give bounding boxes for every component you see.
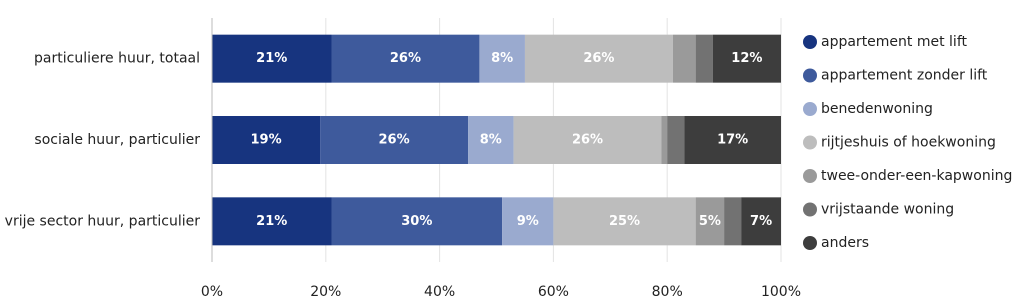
legend-label: twee-onder-een-kapwoning: [821, 168, 1012, 184]
bar-segment: [212, 116, 321, 164]
bar-segment: [212, 197, 332, 246]
data-label: 21%: [256, 51, 287, 66]
bar-segment: [524, 34, 673, 83]
legend-label: anders: [821, 235, 869, 251]
bar-segment: [331, 197, 503, 246]
legend-marker: [803, 102, 817, 116]
bar-segment: [684, 116, 781, 164]
x-tick-label: 20%: [310, 284, 341, 300]
bar-segment: [667, 116, 685, 164]
legend-marker: [803, 68, 817, 83]
bar-segment: [468, 116, 514, 164]
bar-segment: [661, 116, 668, 164]
bar-segment: [513, 116, 662, 164]
x-tick-label: 40%: [424, 284, 455, 300]
legend-label: rijtjeshuis of hoekwoning: [821, 135, 996, 151]
bar-segment: [712, 34, 781, 83]
data-label: 7%: [750, 214, 772, 229]
bar-segment: [502, 197, 554, 246]
bar-segment: [479, 34, 525, 83]
data-label: 25%: [609, 214, 640, 229]
data-label: 19%: [250, 133, 281, 148]
data-label: 26%: [583, 51, 614, 66]
bar-segment: [553, 197, 696, 246]
legend-marker: [803, 169, 817, 183]
data-label: 17%: [717, 133, 748, 148]
legend-marker: [803, 202, 817, 217]
bar-segment: [331, 34, 480, 83]
legend-marker: [803, 135, 817, 150]
x-tick-label: 100%: [761, 284, 801, 300]
bar-segment: [212, 34, 332, 83]
data-label: 8%: [491, 51, 513, 66]
legend-marker: [803, 236, 817, 250]
y-tick-label: sociale huur, particulier: [34, 132, 200, 148]
y-tick-label: particuliere huur, totaal: [34, 51, 200, 67]
bar-segment: [724, 197, 742, 246]
legend-marker: [803, 35, 817, 49]
x-tick-label: 0%: [201, 284, 223, 300]
bar-segment: [672, 34, 696, 83]
data-label: 9%: [517, 214, 539, 229]
legend-label: benedenwoning: [821, 101, 933, 117]
data-label: 5%: [699, 214, 721, 229]
data-label: 8%: [480, 133, 502, 148]
data-label: 26%: [379, 133, 410, 148]
data-label: 26%: [572, 133, 603, 148]
data-label: 26%: [390, 51, 421, 66]
data-label: 30%: [401, 214, 432, 229]
bar-segment: [695, 197, 725, 246]
data-label: 21%: [256, 214, 287, 229]
bar-segment: [741, 197, 781, 246]
legend-label: appartement zonder lift: [821, 68, 988, 84]
x-tick-label: 60%: [538, 284, 569, 300]
x-tick-label: 80%: [652, 284, 683, 300]
y-tick-label: vrije sector huur, particulier: [5, 213, 201, 229]
legend-label: appartement met lift: [821, 34, 968, 50]
data-label: 12%: [731, 51, 762, 66]
bar-segment: [695, 34, 713, 83]
bar-segment: [320, 116, 469, 164]
legend-label: vrijstaande woning: [821, 202, 954, 218]
